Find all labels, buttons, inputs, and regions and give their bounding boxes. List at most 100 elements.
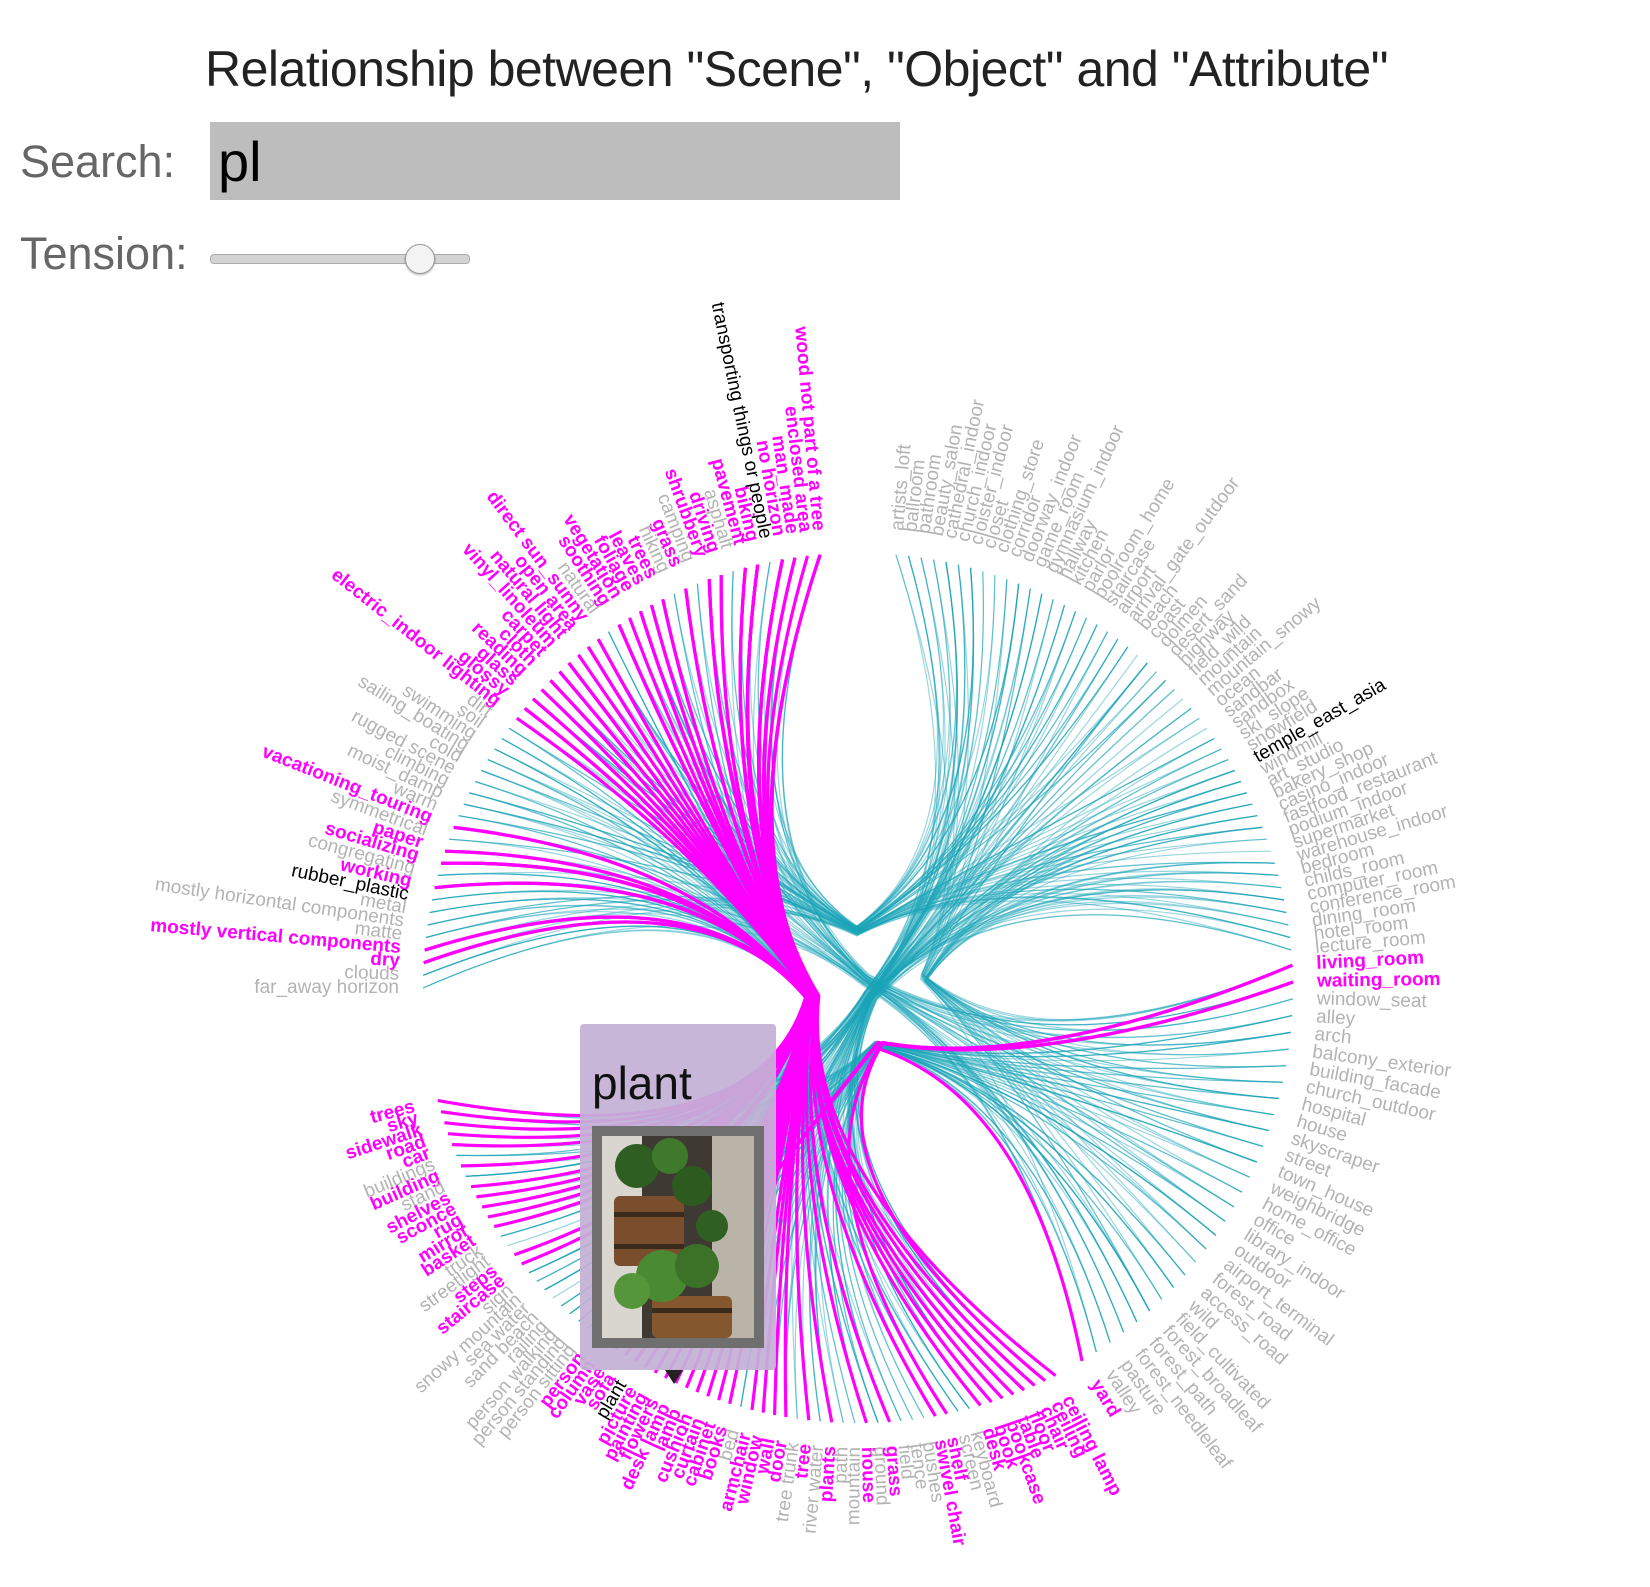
node-label[interactable]: grass: [881, 1445, 906, 1497]
bundle-link: [924, 888, 1285, 1263]
bundle-link: [925, 769, 1291, 1046]
bundle-link: [597, 638, 1289, 934]
bundle-link: [833, 698, 1184, 1423]
bundle-link: [494, 555, 939, 930]
bundle-link: [925, 780, 1291, 1046]
node-label[interactable]: dry: [370, 949, 401, 972]
node-label[interactable]: field: [894, 1444, 918, 1481]
bundle-link: [532, 617, 1087, 930]
bundle-link: [781, 554, 1293, 1021]
bundle-link: [770, 557, 1098, 929]
bundle-link: [429, 897, 1097, 1353]
search-input[interactable]: [210, 122, 900, 200]
bundle-link: [925, 895, 1287, 1208]
bundle-link: [826, 557, 946, 1424]
node-label[interactable]: far_away horizon: [254, 977, 399, 998]
bundle-link: [427, 717, 1200, 935]
bundle-link: [431, 889, 1289, 1056]
bundle-link: [549, 631, 1109, 930]
node-label[interactable]: arch: [1314, 1024, 1353, 1049]
bundle-link: [921, 588, 1250, 1178]
tension-slider-thumb[interactable]: [405, 244, 435, 274]
bundle-link: [458, 679, 1167, 933]
highlight-link: [531, 697, 1004, 1400]
node-label[interactable]: waiting_room: [1316, 969, 1441, 992]
bundle-link: [921, 631, 1163, 1300]
page-title: Relationship between "Scene", "Object" a…: [205, 41, 1388, 97]
bundle-link: [854, 1046, 1174, 1403]
bundle-link: [925, 900, 1289, 1163]
bundle-link: [920, 599, 1151, 1312]
bundle-link: [802, 583, 1020, 1421]
bundle-link: [587, 567, 974, 929]
bundle-link: [501, 737, 1264, 1147]
node-tooltip: plant: [580, 1024, 776, 1370]
bundle-link: [925, 838, 1275, 1116]
node-label[interactable]: window_seat: [1316, 988, 1428, 1012]
plant-photo: [592, 1126, 764, 1348]
bundle-link: [720, 567, 974, 928]
bundle-link: [781, 554, 1125, 1333]
node-label[interactable]: mountain: [843, 1447, 865, 1525]
bundle-links: [422, 554, 1294, 1424]
bundle-link: [441, 862, 1125, 1333]
bundle-link: [921, 564, 1279, 1100]
bundle-link: [549, 679, 1242, 932]
bundle-link: [508, 567, 974, 930]
bundle-link: [835, 561, 959, 1422]
bundle-link: [549, 646, 1129, 931]
bundle-link: [424, 913, 1293, 1039]
bundle-link: [919, 579, 1097, 1353]
bundle-link: [781, 554, 1235, 1208]
bundle-link: [854, 575, 1035, 1386]
highlight-link: [424, 915, 1015, 1396]
bundle-link: [855, 662, 1148, 1386]
bundle-link: [487, 631, 1109, 931]
bundle-link: [474, 611, 1077, 932]
bundle-link: [923, 662, 1287, 1068]
bundle-link: [827, 679, 1167, 1424]
bundle-link: [770, 557, 1282, 932]
node-label[interactable]: plants: [816, 1446, 840, 1503]
bundle-link: [921, 559, 1293, 1021]
bundle-link: [541, 561, 958, 930]
bundle-link: [925, 803, 1270, 1132]
bundle-link: [925, 871, 1293, 1022]
bundle-link: [425, 826, 1263, 939]
bundle-link: [422, 925, 1275, 1116]
node-label[interactable]: ground: [869, 1446, 893, 1506]
bundle-link: [662, 599, 1267, 932]
bundle-link: [924, 815, 1258, 1222]
bundle-link: [922, 737, 1215, 1312]
bundle-link: [924, 880, 1282, 1288]
bundle-link: [814, 803, 1253, 1423]
node-label[interactable]: house: [857, 1447, 879, 1503]
tension-slider-track[interactable]: [210, 254, 470, 264]
bundle-link: [453, 826, 1283, 1083]
node-label[interactable]: path: [830, 1446, 852, 1484]
bundle-link: [597, 638, 1247, 932]
bundle-link: [469, 792, 1285, 935]
node-label[interactable]: alley: [1315, 1006, 1356, 1029]
node-label[interactable]: clouds: [344, 962, 400, 985]
bundle-link: [481, 737, 1215, 933]
bundle-link: [827, 671, 1157, 1424]
bundle-link: [749, 564, 1291, 939]
search-label: Search:: [20, 136, 176, 187]
bundle-link: [853, 555, 1035, 1386]
tooltip-title: plant: [592, 1057, 692, 1109]
bundle-link: [925, 780, 1279, 1100]
bundle-link: [597, 638, 1138, 1323]
bundle-link: [463, 803, 1292, 951]
bundle-link: [924, 727, 1283, 1083]
bundle-link: [508, 727, 1263, 934]
bundle-link: [924, 862, 1275, 1193]
node-label[interactable]: tree: [791, 1443, 816, 1480]
bundle-link: [922, 611, 1287, 1068]
bundle-link: [445, 850, 1138, 1323]
bundle-link: [424, 861, 1275, 951]
bundle-link: [662, 599, 1235, 931]
bundle-link: [463, 638, 1119, 932]
bundle-link: [923, 803, 1253, 1276]
